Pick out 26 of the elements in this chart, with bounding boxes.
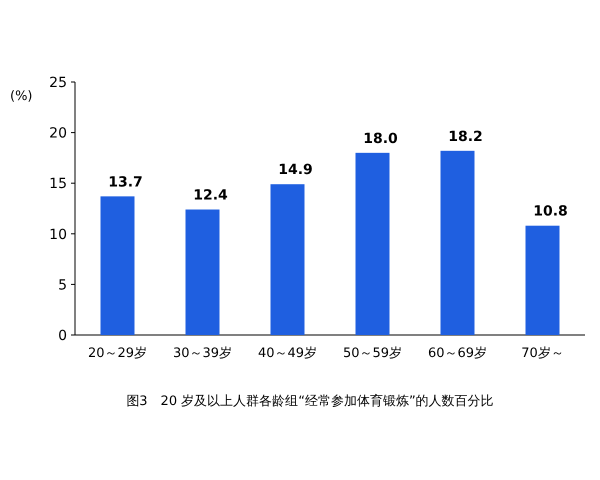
- y-tick-label: 25: [49, 75, 67, 91]
- y-tick-label: 20: [49, 126, 67, 142]
- x-tick-label: 50～59岁: [342, 346, 402, 361]
- data-label: 18.0: [363, 130, 398, 147]
- x-tick-label: 60～69岁: [428, 346, 488, 361]
- bar: [356, 152, 390, 335]
- data-label: 12.4: [193, 188, 228, 204]
- x-tick-label: 20～29岁: [88, 346, 148, 361]
- y-tick-label: 15: [49, 176, 67, 192]
- data-label: 18.2: [448, 128, 483, 145]
- data-label: 14.9: [278, 162, 313, 178]
- x-tick-label: 40～49岁: [258, 346, 318, 361]
- bar: [440, 150, 474, 335]
- y-axis-title: (%): [10, 89, 32, 104]
- x-tick-label: 30～39岁: [172, 346, 232, 361]
- bar: [526, 226, 560, 335]
- x-tick-label: 70岁～: [521, 346, 564, 361]
- y-tick-label: 0: [58, 328, 67, 344]
- data-label: 13.7: [108, 174, 143, 190]
- data-label: 10.8: [533, 204, 568, 220]
- bar: [100, 196, 134, 335]
- bar: [186, 210, 220, 335]
- bar: [270, 184, 304, 335]
- text: 图3 20 岁及以上人群各龄组“经常参加体育锻炼”的人数百分比: [126, 393, 494, 409]
- y-tick-label: 10: [49, 226, 67, 243]
- y-tick-label: 5: [58, 277, 67, 294]
